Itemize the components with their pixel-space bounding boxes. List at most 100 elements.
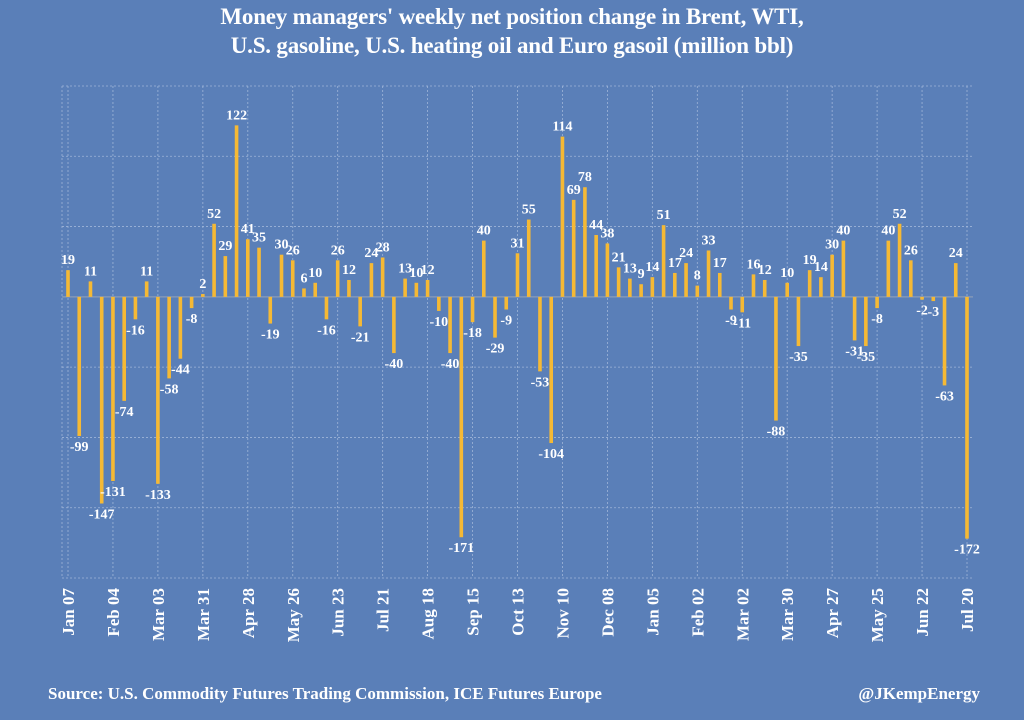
data-label: 55 — [522, 203, 536, 218]
data-label: -2 — [916, 304, 928, 319]
data-label: -8 — [186, 312, 198, 327]
bar — [515, 253, 520, 297]
bar — [133, 296, 138, 320]
bar — [875, 296, 879, 309]
data-label: -74 — [115, 405, 134, 420]
bar — [897, 223, 902, 297]
data-label: 26 — [331, 243, 345, 258]
data-label: -9 — [500, 314, 512, 329]
bar — [920, 296, 924, 300]
data-label: 11 — [84, 264, 97, 279]
data-label: 28 — [376, 240, 390, 255]
data-label: 52 — [893, 207, 907, 222]
data-label: -171 — [448, 541, 474, 556]
bar — [605, 243, 610, 297]
bar — [347, 279, 351, 297]
bar — [571, 199, 576, 297]
bar — [313, 282, 318, 297]
data-label: 12 — [421, 263, 435, 278]
data-label: 10 — [780, 266, 794, 281]
data-label: 8 — [694, 269, 701, 284]
bar — [841, 240, 846, 297]
data-label: 9 — [638, 267, 645, 282]
x-tick-label: May 25 — [868, 588, 887, 642]
data-label: -131 — [100, 485, 126, 500]
bar — [538, 296, 542, 372]
x-tick-label: Mar 02 — [733, 588, 752, 641]
x-tick-label: Jan 05 — [643, 588, 662, 636]
bar — [335, 260, 340, 297]
bar — [493, 296, 497, 338]
bar — [111, 296, 115, 482]
x-tick-label: Mar 31 — [194, 588, 213, 641]
bar — [695, 285, 700, 297]
bar — [650, 277, 655, 297]
data-label: -104 — [538, 447, 564, 462]
data-label: 69 — [567, 183, 581, 198]
data-label: -133 — [145, 488, 171, 503]
bar — [246, 239, 250, 297]
bar — [942, 296, 947, 386]
bar — [88, 281, 93, 297]
bar — [392, 296, 396, 354]
data-label: -19 — [261, 328, 280, 343]
data-label: -9 — [725, 314, 737, 329]
bar — [729, 296, 733, 310]
bar — [953, 263, 958, 297]
data-label: 26 — [904, 243, 918, 258]
bar — [785, 282, 789, 297]
data-label: 38 — [600, 226, 614, 241]
x-tick-label: Jun 23 — [329, 588, 348, 637]
x-tick-label: May 26 — [284, 588, 303, 642]
bar — [717, 272, 722, 297]
bar — [459, 296, 464, 538]
data-label: 33 — [702, 233, 716, 248]
data-label: 30 — [275, 238, 289, 253]
data-label: -172 — [954, 543, 980, 558]
bar — [234, 125, 239, 297]
x-tick-label: Dec 08 — [598, 588, 617, 637]
bar — [481, 240, 486, 297]
data-label: -18 — [463, 326, 482, 341]
x-tick-label: Apr 28 — [239, 588, 258, 638]
data-label: -99 — [70, 440, 89, 455]
data-label: -29 — [486, 342, 505, 357]
bar — [77, 296, 82, 437]
x-tick-label: Feb 02 — [688, 588, 707, 637]
data-label: 24 — [949, 246, 963, 261]
x-tick-label: Sep 15 — [464, 588, 483, 636]
data-label: -63 — [935, 389, 954, 404]
data-label: 6 — [300, 271, 307, 286]
data-label: 14 — [645, 260, 659, 275]
bar — [302, 288, 306, 297]
chart-title-line-2: U.S. gasoline, U.S. heating oil and Euro… — [230, 33, 794, 58]
data-label: -16 — [317, 323, 336, 338]
data-label: -8 — [871, 312, 883, 327]
data-label: 19 — [61, 253, 75, 268]
bar — [268, 296, 273, 324]
data-label: 44 — [589, 218, 603, 233]
author-handle: @JKempEnergy — [858, 684, 980, 703]
data-label: 24 — [364, 246, 378, 261]
bar — [616, 267, 621, 297]
data-label: -16 — [126, 323, 145, 338]
bar — [684, 263, 688, 297]
x-tick-label: Oct 13 — [509, 588, 528, 636]
x-tick-label: Apr 27 — [823, 588, 842, 639]
bar — [189, 296, 194, 309]
bar — [425, 279, 430, 297]
data-label: -35 — [857, 350, 876, 365]
data-label: 19 — [803, 253, 817, 268]
data-label: -53 — [531, 375, 550, 390]
bar — [909, 260, 913, 297]
bar — [257, 247, 261, 297]
bar — [324, 296, 329, 320]
bar — [583, 187, 587, 297]
bar — [796, 296, 801, 347]
bar — [156, 296, 160, 484]
bar — [403, 278, 407, 297]
data-label: 11 — [140, 264, 153, 279]
data-label: -3 — [927, 305, 939, 320]
data-label: -40 — [441, 357, 460, 372]
